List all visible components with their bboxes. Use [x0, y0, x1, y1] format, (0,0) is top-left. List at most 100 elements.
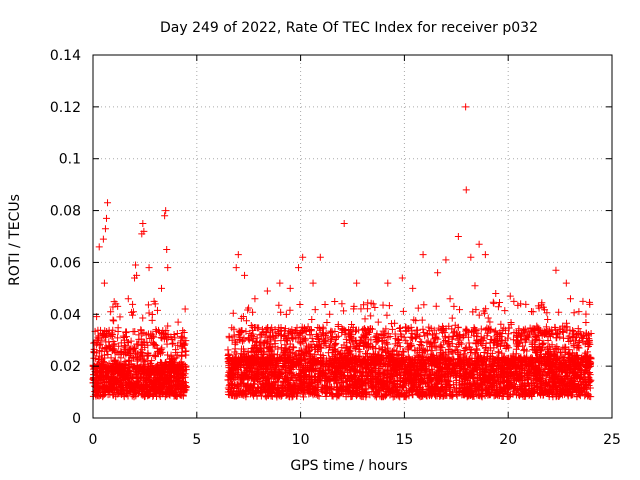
- data-point: [101, 344, 109, 352]
- data-point: [144, 382, 152, 390]
- data-point: [173, 367, 181, 375]
- data-point: [159, 330, 167, 338]
- data-point: [414, 304, 422, 312]
- data-point: [165, 355, 173, 363]
- data-point: [94, 335, 102, 343]
- data-point: [135, 376, 143, 384]
- data-point: [114, 324, 122, 332]
- data-point: [117, 354, 125, 362]
- data-point: [154, 385, 162, 393]
- data-point: [108, 380, 116, 388]
- data-point: [142, 377, 150, 385]
- data-point: [231, 348, 239, 356]
- data-point: [153, 306, 161, 314]
- data-point: [178, 352, 186, 360]
- data-point: [385, 302, 393, 310]
- data-point: [132, 372, 140, 380]
- data-point: [129, 328, 137, 336]
- data-point: [169, 357, 177, 365]
- data-point: [117, 339, 125, 347]
- data-point: [172, 391, 180, 399]
- data-point: [153, 368, 161, 376]
- data-point: [144, 368, 152, 376]
- data-point: [323, 318, 331, 326]
- data-point: [371, 303, 379, 311]
- data-point: [111, 340, 119, 348]
- data-point: [174, 376, 182, 384]
- data-point: [338, 300, 346, 308]
- data-point: [152, 363, 160, 371]
- data-point: [149, 380, 157, 388]
- data-point: [170, 366, 178, 374]
- data-point: [540, 339, 548, 347]
- data-point: [127, 380, 135, 388]
- data-point: [169, 360, 177, 368]
- data-point: [153, 327, 161, 335]
- data-point: [383, 311, 391, 319]
- data-point: [125, 357, 133, 365]
- chart-title: Day 249 of 2022, Rate Of TEC Index for r…: [160, 20, 538, 36]
- data-point: [582, 310, 590, 318]
- data-point: [140, 358, 148, 366]
- data-point: [552, 334, 560, 342]
- data-point: [175, 381, 183, 389]
- data-point: [111, 383, 119, 391]
- data-point: [167, 351, 175, 359]
- data-point: [116, 380, 124, 388]
- data-point: [131, 384, 139, 392]
- data-point: [177, 339, 185, 347]
- data-point: [456, 306, 464, 314]
- data-point: [387, 320, 395, 328]
- data-point: [242, 327, 250, 335]
- data-point: [148, 310, 156, 318]
- data-point: [133, 357, 141, 365]
- data-point: [107, 368, 115, 376]
- data-point: [321, 301, 329, 309]
- data-point: [418, 316, 426, 324]
- data-point: [113, 365, 121, 373]
- data-point: [155, 377, 163, 385]
- data-point: [91, 388, 99, 396]
- data-point: [130, 344, 138, 352]
- data-point: [315, 392, 323, 400]
- data-point: [122, 329, 130, 337]
- data-point: [104, 372, 112, 380]
- data-point: [133, 340, 141, 348]
- data-point: [484, 314, 492, 322]
- data-point: [118, 389, 126, 397]
- data-point: [153, 392, 160, 400]
- data-point: [135, 331, 143, 339]
- data-point: [486, 318, 494, 326]
- data-point: [128, 353, 136, 361]
- data-point: [101, 383, 109, 391]
- data-point: [128, 373, 136, 381]
- data-point: [180, 361, 188, 369]
- data-point: [363, 305, 371, 313]
- data-point: [132, 364, 140, 372]
- data-point: [180, 387, 188, 395]
- data-point: [275, 301, 283, 309]
- data-point: [140, 369, 148, 377]
- data-point: [92, 386, 100, 394]
- data-point: [179, 383, 187, 391]
- data-point: [173, 385, 181, 393]
- data-point: [129, 308, 137, 316]
- data-point: [109, 316, 117, 324]
- data-point: [582, 318, 590, 326]
- data-point: [163, 340, 171, 348]
- data-point: [96, 340, 104, 348]
- data-point: [367, 312, 375, 320]
- data-point: [181, 340, 189, 348]
- data-point: [117, 348, 125, 356]
- data-point: [101, 387, 109, 395]
- data-point: [120, 372, 128, 380]
- data-point: [126, 345, 134, 353]
- data-point: [93, 336, 101, 344]
- data-point: [149, 341, 157, 349]
- data-point: [155, 379, 163, 387]
- data-point: [109, 326, 117, 334]
- data-point: [420, 301, 428, 309]
- data-point: [124, 375, 132, 383]
- data-point: [450, 302, 458, 310]
